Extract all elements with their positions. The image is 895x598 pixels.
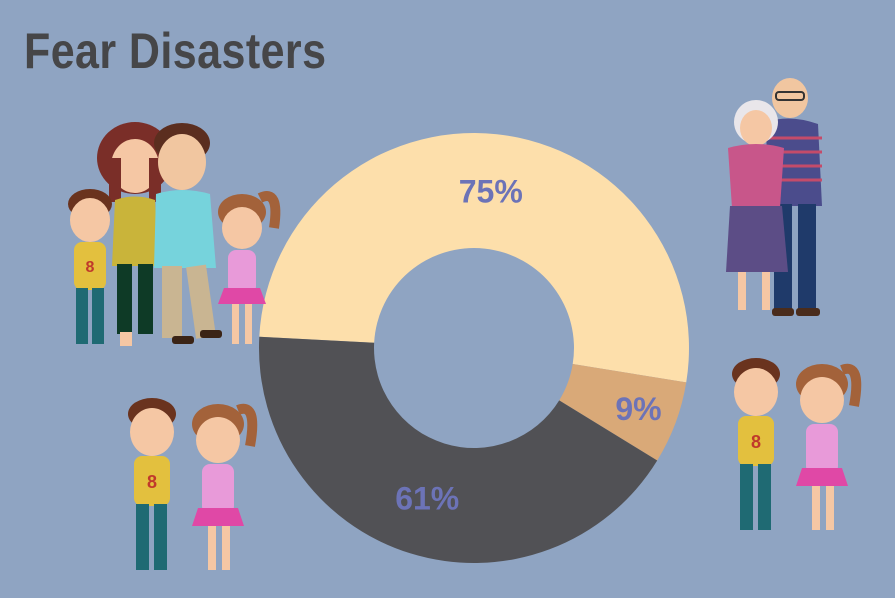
boy-figure: 8 [68,189,112,344]
donut-slice-1 [259,132,689,383]
donut-labels: 75% 9% 61% [395,173,661,516]
girl-figure [218,191,281,344]
kids-illustration-left: 8 [128,398,258,570]
svg-text:8: 8 [751,432,761,452]
boy-figure: 8 [732,358,780,530]
svg-text:8: 8 [86,259,95,276]
donut-slice-2 [559,364,687,461]
father-figure [154,123,222,344]
girl-figure [796,363,862,530]
svg-text:8: 8 [147,472,157,492]
slice-label-1: 75% [459,173,523,209]
slice-label-3: 61% [395,480,459,516]
boy-figure: 8 [128,398,176,570]
donut-slices [259,132,689,563]
chart-title: Fear Disasters [24,23,327,79]
family-illustration: 8 [68,122,281,346]
mother-figure [97,122,173,346]
slice-label-2: 9% [615,391,661,427]
donut-slice-3 [259,336,658,563]
kids-illustration-right: 8 [732,358,862,530]
grandmother-figure [726,100,788,310]
grandparents-illustration [726,78,822,316]
girl-figure [192,403,258,570]
